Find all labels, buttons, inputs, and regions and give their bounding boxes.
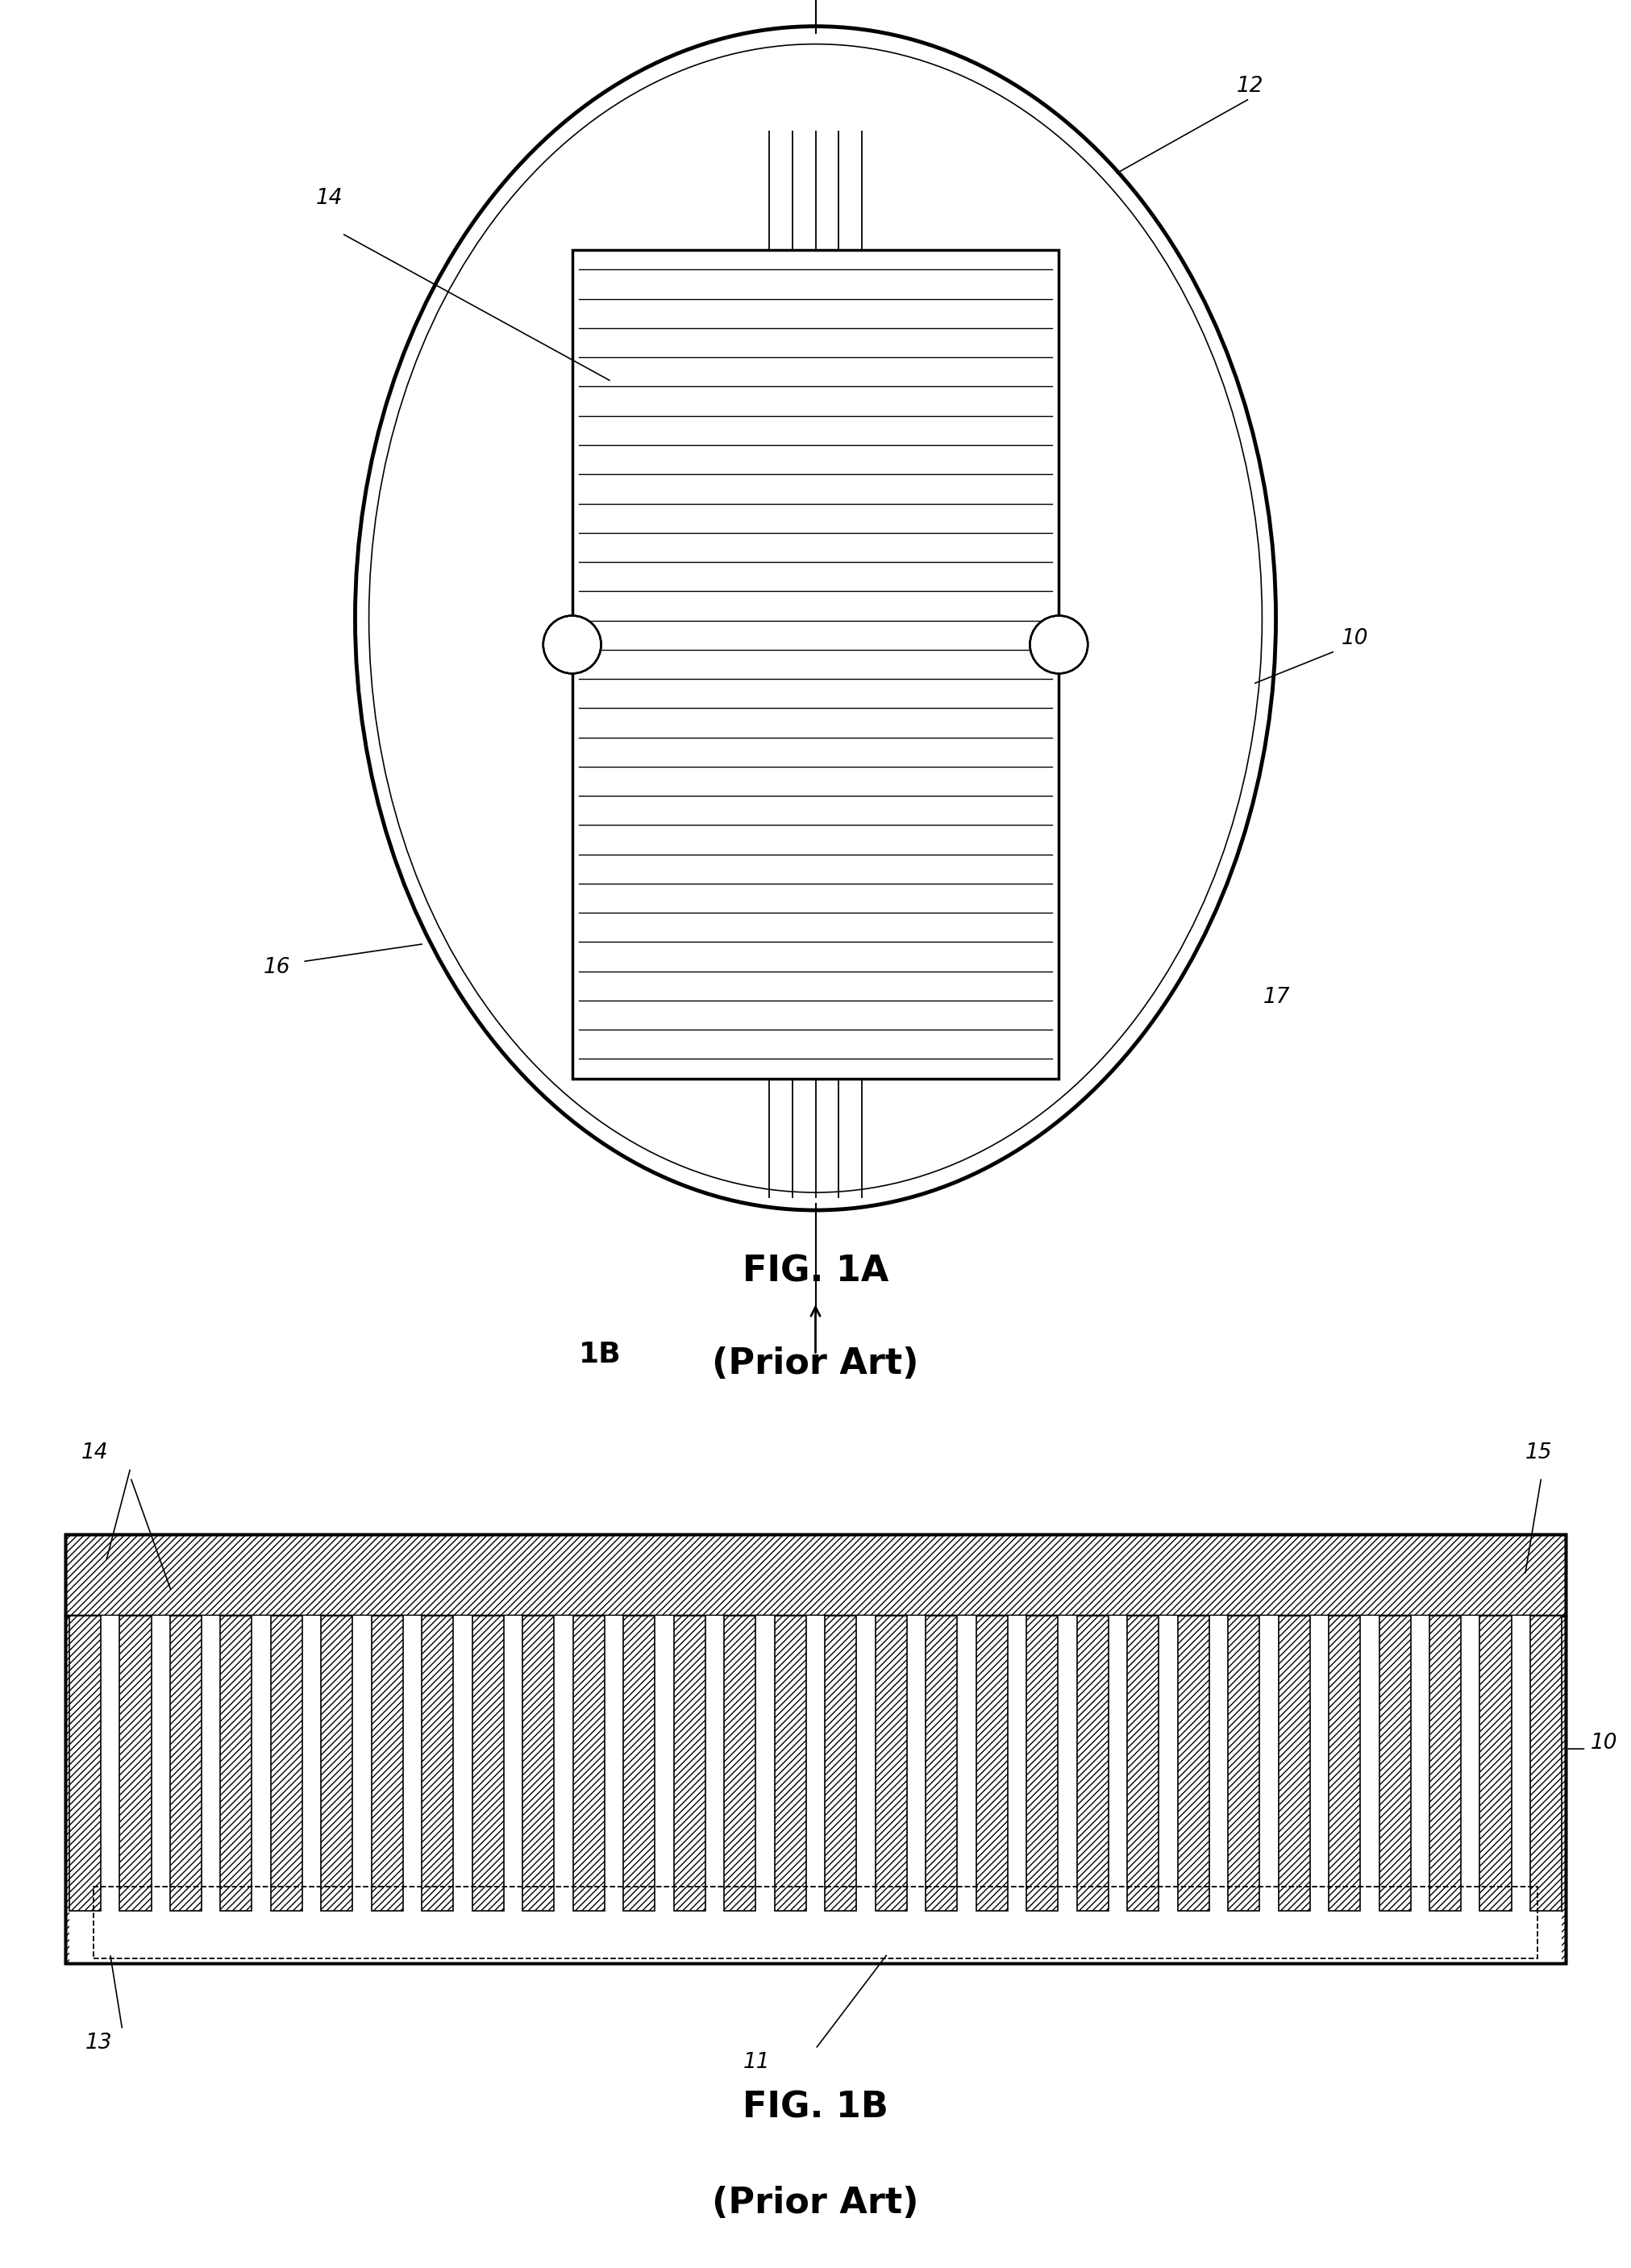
Bar	[93, 1887, 1536, 1957]
Bar	[220, 1615, 251, 1910]
Bar	[1209, 1615, 1228, 1910]
Bar	[1329, 1615, 1360, 1910]
Bar	[572, 1615, 605, 1910]
Bar	[372, 1615, 403, 1910]
Text: 1B: 1B	[579, 1340, 621, 1368]
Bar	[321, 1615, 352, 1910]
Bar	[1310, 1615, 1329, 1910]
Bar	[1411, 1615, 1429, 1910]
Bar	[1429, 1615, 1461, 1910]
Bar	[251, 1615, 271, 1910]
Bar	[352, 1615, 372, 1910]
Bar	[856, 1615, 876, 1910]
Bar	[473, 1615, 504, 1910]
Text: 11: 11	[744, 2053, 770, 2073]
Bar	[65, 1535, 1566, 1964]
Text: 10: 10	[1590, 1733, 1618, 1753]
Text: 14: 14	[82, 1442, 109, 1463]
Bar	[1259, 1615, 1279, 1910]
Bar	[403, 1615, 422, 1910]
Text: 16: 16	[263, 957, 290, 978]
Bar	[1127, 1615, 1158, 1910]
Text: FIG. 1A: FIG. 1A	[742, 1254, 889, 1288]
Bar	[1279, 1615, 1310, 1910]
Bar	[957, 1615, 975, 1910]
Bar	[926, 1615, 957, 1910]
Bar	[1158, 1615, 1178, 1910]
Bar	[1109, 1615, 1127, 1910]
Bar	[504, 1615, 522, 1910]
Bar	[555, 1615, 572, 1910]
Bar	[302, 1615, 321, 1910]
Text: 17: 17	[1262, 987, 1290, 1007]
Text: 13: 13	[85, 2032, 113, 2055]
Bar	[605, 1615, 623, 1910]
Bar	[1512, 1615, 1530, 1910]
Bar	[755, 1615, 775, 1910]
Text: 15: 15	[1525, 1442, 1553, 1463]
Text: FIG. 1B: FIG. 1B	[742, 2091, 889, 2125]
Bar	[271, 1615, 302, 1910]
Bar	[724, 1615, 755, 1910]
Bar	[119, 1615, 152, 1910]
Bar	[1228, 1615, 1259, 1910]
Bar	[825, 1615, 856, 1910]
Bar	[1178, 1615, 1209, 1910]
Circle shape	[1029, 615, 1088, 674]
Bar	[623, 1615, 656, 1910]
Bar	[775, 1615, 806, 1910]
Bar	[69, 1910, 1561, 1964]
Bar	[422, 1615, 453, 1910]
Bar	[674, 1615, 705, 1910]
Bar	[453, 1615, 473, 1910]
Bar	[65, 1615, 1566, 1964]
Bar	[65, 1535, 1566, 1615]
Ellipse shape	[356, 27, 1275, 1211]
Bar	[806, 1615, 825, 1910]
Text: (Prior Art): (Prior Art)	[713, 2186, 918, 2220]
Bar	[202, 1615, 220, 1910]
Bar	[705, 1615, 724, 1910]
Bar	[1008, 1615, 1026, 1910]
Bar	[522, 1615, 555, 1910]
Text: (Prior Art): (Prior Art)	[713, 1347, 918, 1381]
Bar	[65, 1535, 1566, 1964]
Text: 10: 10	[1342, 628, 1368, 649]
Text: 12: 12	[1236, 75, 1264, 98]
Bar	[101, 1615, 119, 1910]
Bar	[572, 249, 1059, 1080]
Bar	[1530, 1615, 1562, 1910]
Bar	[1026, 1615, 1059, 1910]
Bar	[170, 1615, 202, 1910]
Bar	[1059, 1615, 1076, 1910]
Bar	[907, 1615, 926, 1910]
Bar	[876, 1615, 907, 1910]
Ellipse shape	[356, 27, 1275, 1211]
Bar	[656, 1615, 674, 1910]
Bar	[1076, 1615, 1109, 1910]
Bar	[69, 1615, 101, 1910]
Text: 14: 14	[316, 188, 343, 209]
Bar	[572, 249, 1059, 1080]
Bar	[975, 1615, 1008, 1910]
Bar	[1461, 1615, 1479, 1910]
Circle shape	[543, 615, 602, 674]
Bar	[1360, 1615, 1380, 1910]
Bar	[152, 1615, 170, 1910]
Bar	[1380, 1615, 1411, 1910]
Bar	[1479, 1615, 1512, 1910]
